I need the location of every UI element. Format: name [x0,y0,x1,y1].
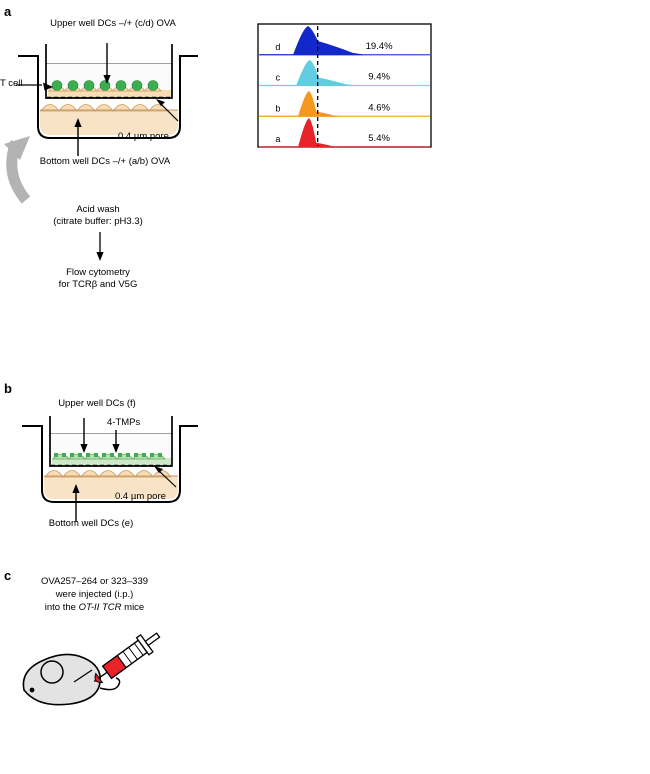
bar-chart-panel-c [430,592,650,774]
transwell-diagram-a [0,14,215,204]
diagram-b-bottom-label: Bottom well DCs (e) [48,518,134,529]
diagram-c-line3-italic: OT-II TCR [78,602,122,613]
diagram-a-bottom-label: Bottom well DCs –/+ (a/b) OVA [39,156,171,167]
histogram-percent-label: 4.6% [368,102,390,113]
flow-cytometry-step-line1: Flow cytometry [66,267,130,278]
histograms-panel-a: d 19.4% c 9.4% b 4.6% a 5.4% [232,8,650,183]
histogram-percent-label: 19.4% [366,41,393,52]
bar-charts-panel-b [440,388,650,556]
flow-cytometry-step-line2: for TCRβ and V5G [58,279,138,290]
histogram-plot: d 19.4% c 9.4% b 4.6% a 5.4% [257,23,432,148]
diagram-a-tcell-label: T cell [0,78,23,89]
mouse-injection-illustration [10,618,175,728]
histogram-trace-label: b [275,103,280,113]
histogram-trace: d 19.4% [259,26,430,56]
panel-letter-a: a [4,4,12,19]
diagram-c-line3-pre: into the [44,602,79,613]
diagram-c-line3-post: mice [121,602,145,613]
diagram-b-pore-label: 0.4 µm pore [115,491,166,502]
flow-step-arrow-a [92,232,108,262]
diagram-a-upper-label: Upper well DCs –/+ (c/d) OVA [50,18,176,29]
diagram-c-line3: into the OT-II TCR mice [12,602,177,614]
panel-letter-b: b [4,381,12,396]
diagram-c-line1: OVA257–264 or 323–339 [40,576,149,587]
diagram-b-upper-label: Upper well DCs (f) [58,398,136,409]
histogram-trace: a 5.4% [259,118,430,148]
histogram-trace-label: c [276,73,281,83]
scatter-plots-panel-c [178,592,428,774]
histogram-trace: c 9.4% [259,59,430,87]
histogram-panel-b [228,388,423,556]
acid-wash-step-line1: Acid wash [76,204,120,215]
diagram-a-pore-label: 0.4 µm pore [118,131,169,142]
histogram-trace-label: a [275,134,280,144]
diagram-c-line2: were injected (i.p.) [55,589,134,600]
transwell-diagram-b [6,404,216,534]
histogram-percent-label: 5.4% [368,133,390,144]
histogram-percent-label: 9.4% [368,72,390,83]
acid-wash-step-line2: (citrate buffer: pH3.3) [53,216,143,227]
bar-charts-panel-a [208,188,650,368]
histogram-trace: b 4.6% [259,91,430,117]
histogram-trace-label: d [275,42,280,52]
panel-letter-c: c [4,568,12,583]
diagram-b-tmp-label: 4-TMPs [107,417,141,428]
